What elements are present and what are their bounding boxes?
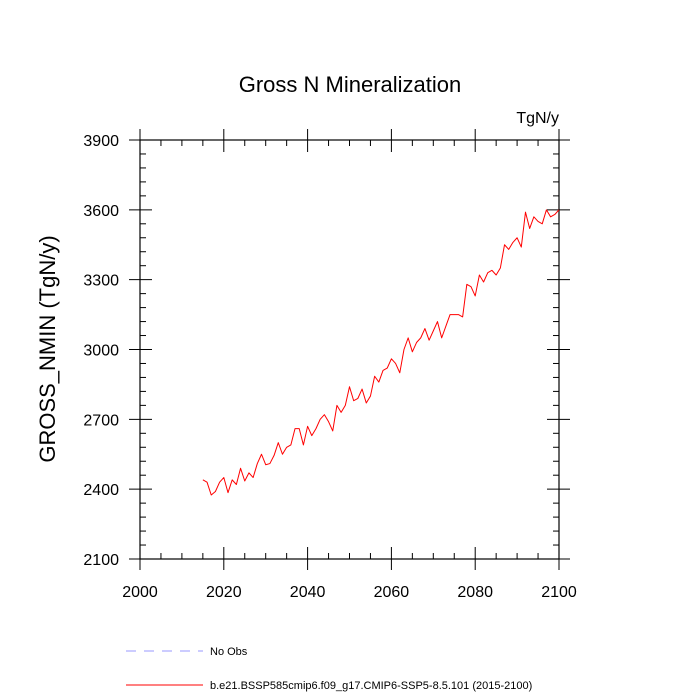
legend-label-no-obs: No Obs	[210, 646, 248, 658]
legend-label-model: b.e21.BSSP585cmip6.f09_g17.CMIP6-SSP5-8.…	[210, 680, 532, 692]
y-tick-labels: 2100 2400 2700 3000 3300 3600 3900	[83, 133, 119, 569]
y-tick-label: 3300	[83, 273, 119, 290]
axis-ticks	[129, 129, 570, 570]
x-tick-label: 2100	[541, 584, 577, 601]
x-tick-label: 2080	[457, 584, 493, 601]
y-tick-label: 3900	[83, 133, 119, 150]
x-tick-label: 2000	[122, 584, 158, 601]
y-tick-label: 2400	[83, 482, 119, 499]
chart-title: Gross N Mineralization	[239, 72, 462, 97]
series-group	[202, 209, 560, 496]
x-tick-label: 2040	[290, 584, 326, 601]
units-label: TgN/y	[516, 110, 559, 127]
y-tick-label: 3600	[83, 203, 119, 220]
y-axis-label: GROSS_NMIN (TgN/y)	[35, 235, 60, 462]
series-line-0	[202, 209, 560, 496]
y-tick-label: 2700	[83, 412, 119, 429]
x-tick-label: 2060	[374, 584, 410, 601]
plot-frame	[139, 139, 560, 560]
y-tick-label: 3000	[83, 343, 119, 360]
x-tick-labels: 2000 2020 2040 2060 2080 2100	[122, 584, 577, 601]
x-tick-label: 2020	[206, 584, 242, 601]
legend: No Obs b.e21.BSSP585cmip6.f09_g17.CMIP6-…	[126, 646, 532, 692]
y-tick-label: 2100	[83, 552, 119, 569]
